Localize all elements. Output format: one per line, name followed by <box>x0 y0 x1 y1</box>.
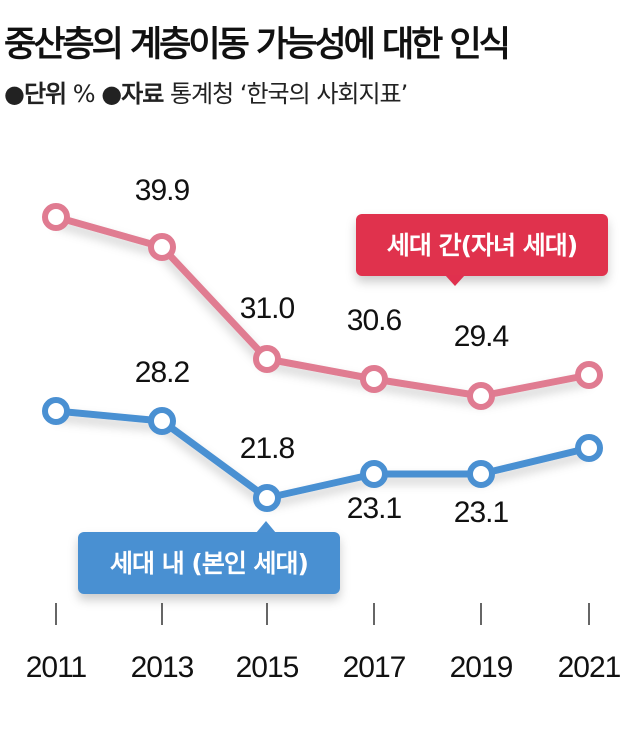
data-point <box>575 361 603 389</box>
data-point <box>575 434 603 462</box>
x-tick-label: 2015 <box>236 651 299 684</box>
data-label: 28.2 <box>135 356 190 389</box>
legend-label-blue: 세대 내 (본인 세대) <box>78 521 340 594</box>
source: 통계청 ‘한국의 사회지표’ <box>169 80 408 108</box>
x-tick-label: 2021 <box>558 651 621 684</box>
x-tick-label: 2011 <box>26 651 87 684</box>
x-tick-label: 2013 <box>131 651 194 684</box>
data-label: 29.4 <box>454 320 509 353</box>
data-point <box>467 460 495 488</box>
data-label: 21.8 <box>240 432 295 465</box>
data-point <box>467 382 495 410</box>
data-point <box>360 460 388 488</box>
series-line-1 <box>55 407 590 502</box>
data-point <box>148 407 176 435</box>
data-point <box>253 484 281 512</box>
data-label: 39.9 <box>135 174 190 207</box>
data-point <box>148 233 176 261</box>
data-label: 30.6 <box>347 304 402 337</box>
data-label: 23.1 <box>454 496 509 529</box>
series-name-intergenerational: 세대 간(자녀 세대) <box>387 231 577 260</box>
data-point <box>42 203 70 231</box>
series-name-intragenerational: 세대 내 (본인 세대) <box>110 549 308 578</box>
x-tick-label: 2019 <box>450 651 513 684</box>
subtitle: ●단위 % ●자료 통계청 ‘한국의 사회지표’ <box>4 74 408 109</box>
source-label: ●자료 <box>101 80 164 108</box>
data-point <box>42 397 70 425</box>
unit: % <box>72 80 96 108</box>
data-point <box>253 345 281 373</box>
series-line-0 <box>55 213 590 400</box>
unit-label: ●단위 <box>4 80 67 108</box>
data-label: 23.1 <box>347 492 402 525</box>
legend-label-pink: 세대 간(자녀 세대) <box>356 214 608 286</box>
data-label: 31.0 <box>240 292 295 325</box>
data-point <box>360 365 388 393</box>
chart-title: 중산층의 계층이동 가능성에 대한 인식 <box>4 25 511 65</box>
x-tick-label: 2017 <box>343 651 406 684</box>
